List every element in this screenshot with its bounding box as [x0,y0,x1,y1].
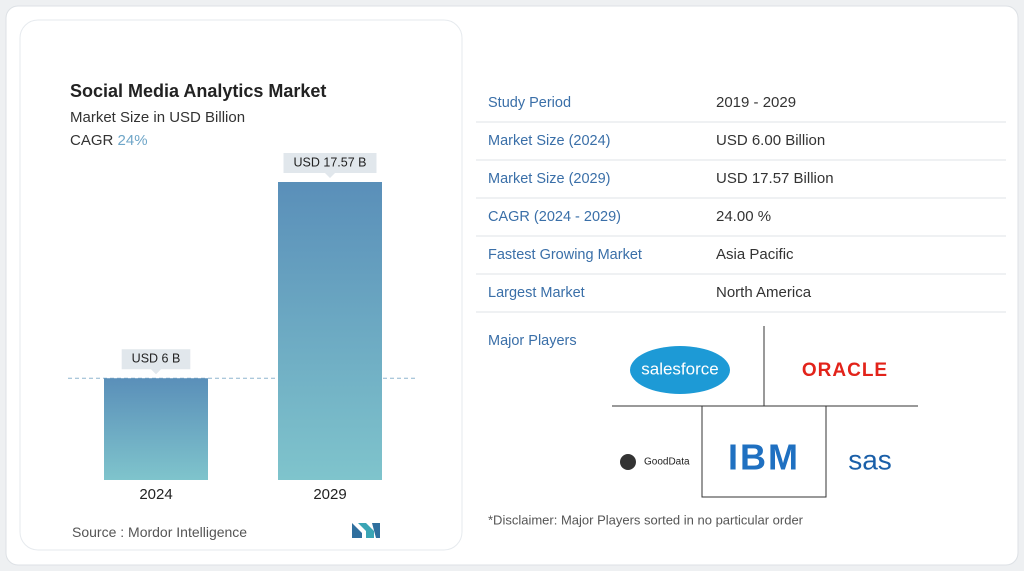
player-logo: salesforce [641,359,718,378]
salesforce-cloud [630,346,730,394]
table-label: Largest Market [488,285,585,301]
table-value: 24.00 % [716,208,771,225]
player-logo: GoodData [644,457,690,468]
player-logo: sas [848,444,892,475]
chart-subtitle: Market Size in USD Billion [70,109,245,126]
brand-logo [352,523,380,538]
gooddata-icon [620,454,636,470]
source-label: Source : [72,524,124,540]
table-label: Study Period [488,95,571,111]
x-tick-label: 2024 [139,486,172,503]
value-label: USD 6 B [132,352,181,366]
players-title: Major Players [488,333,577,349]
value-label: USD 17.57 B [294,155,367,169]
table-value: 2019 - 2029 [716,94,796,111]
cagr-value: 24% [118,132,148,149]
table-value: Asia Pacific [716,246,794,263]
player-logo: IBM [728,437,800,478]
cagr: CAGR 24% [70,132,148,149]
x-tick-label: 2029 [313,486,346,503]
table-label: Market Size (2029) [488,171,611,187]
table-label: CAGR (2024 - 2029) [488,209,621,225]
value-label-box [283,153,377,178]
table-label: Market Size (2024) [488,133,611,149]
chart-title: Social Media Analytics Market [70,81,326,101]
value-label-box [121,349,191,375]
source: Source : Mordor Intelligence [72,524,247,540]
bar [278,182,382,480]
disclaimer: *Disclaimer: Major Players sorted in no … [488,512,804,527]
table-value: USD 17.57 Billion [716,170,834,187]
cagr-label: CAGR [70,132,114,149]
source-name: Mordor Intelligence [128,524,247,540]
table-label: Fastest Growing Market [488,247,642,263]
bar [104,378,208,480]
table-value: USD 6.00 Billion [716,132,825,149]
player-logo: ORACLE [802,360,888,381]
logo-grid [612,326,918,498]
table-value: North America [716,284,812,301]
